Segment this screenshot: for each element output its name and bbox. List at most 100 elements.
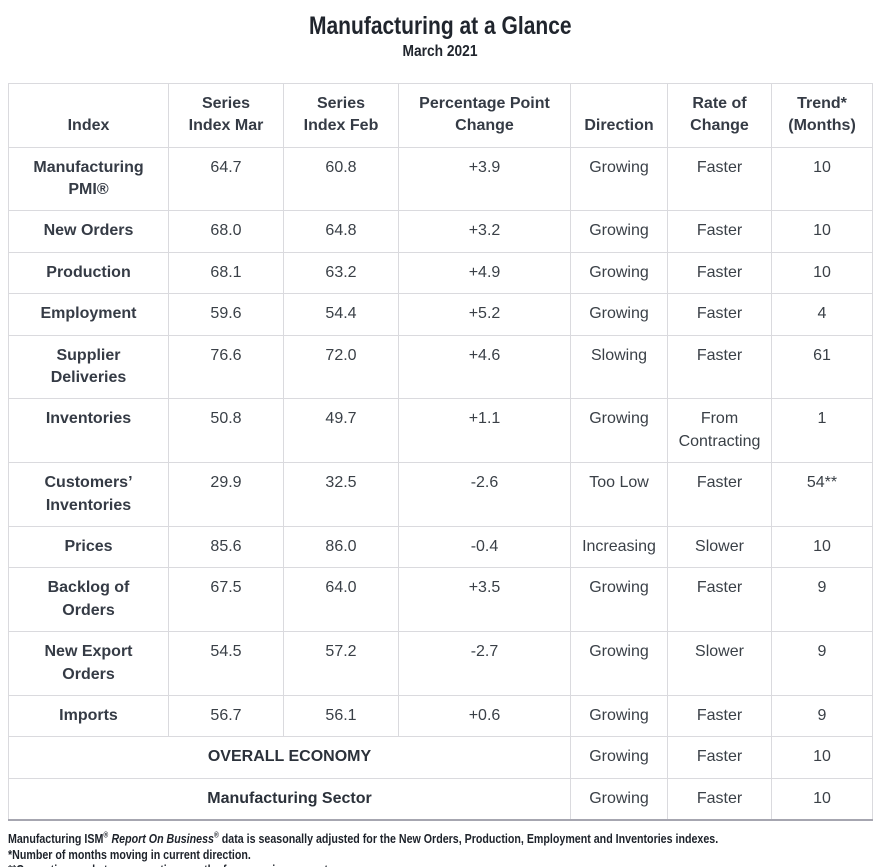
direction-value: Too Low: [570, 462, 668, 528]
percentage-point-change-value: +4.9: [398, 251, 571, 295]
table-row-backlog-of-orders: Backlog of Orders 67.5 64.0 +3.5 Growing…: [8, 567, 873, 633]
series-index-mar-value: 50.8: [168, 398, 284, 464]
table-row-new-export-orders: New Export Orders 54.5 57.2 -2.7 Growing…: [8, 631, 873, 697]
percentage-point-change-value: +3.9: [398, 146, 571, 212]
header-row: Index Series Index Mar Series Index Feb …: [8, 82, 873, 148]
registered-mark: ®: [213, 830, 219, 840]
footnote-correction: **Correction made to consecutive months …: [8, 862, 723, 867]
index-label: New Orders: [8, 210, 169, 253]
direction-value: Growing: [570, 398, 668, 464]
direction-value: Growing: [570, 777, 668, 821]
direction-value: Growing: [570, 293, 668, 336]
series-index-feb-value: 54.4: [283, 293, 399, 336]
percentage-point-change-value: +0.6: [398, 695, 571, 738]
rate-of-change-value: Faster: [667, 251, 772, 295]
rate-of-change-value: Faster: [667, 334, 772, 400]
report-on-business-title: Report On Business: [111, 831, 214, 847]
series-index-feb-value: 56.1: [283, 695, 399, 738]
direction-value: Growing: [570, 567, 668, 633]
percentage-point-change-value: -2.7: [398, 631, 571, 697]
series-index-mar-value: 68.1: [168, 251, 284, 295]
footnotes: Manufacturing ISM® Report On Business® da…: [8, 831, 723, 867]
series-index-feb-value: 60.8: [283, 146, 399, 212]
manufacturing-at-a-glance-table: Index Series Index Mar Series Index Feb …: [8, 82, 873, 822]
percentage-point-change-value: -0.4: [398, 526, 571, 569]
table-row-employment: Employment 59.6 54.4 +5.2 Growing Faster…: [8, 293, 873, 336]
series-index-feb-value: 86.0: [283, 526, 399, 569]
direction-value: Growing: [570, 631, 668, 697]
table-row-new-orders: New Orders 68.0 64.8 +3.2 Growing Faster…: [8, 210, 873, 253]
rate-of-change-value: Slower: [667, 631, 772, 697]
col-header-series-index-mar: Series Index Mar: [168, 82, 284, 148]
trend-value: 4: [771, 293, 873, 336]
percentage-point-change-value: +3.2: [398, 210, 571, 253]
trend-value: 10: [771, 526, 873, 569]
rate-of-change-value: Faster: [667, 736, 772, 779]
series-index-feb-value: 64.8: [283, 210, 399, 253]
table-row-manufacturing-sector: Manufacturing Sector Growing Faster 10: [8, 777, 873, 821]
col-header-direction: Direction: [570, 82, 668, 148]
trend-value: 10: [771, 146, 873, 212]
index-label: Backlog of Orders: [8, 567, 169, 633]
rate-of-change-value: Faster: [667, 210, 772, 253]
direction-value: Growing: [570, 251, 668, 295]
table-row-prices: Prices 85.6 86.0 -0.4 Increasing Slower …: [8, 526, 873, 569]
percentage-point-change-value: +1.1: [398, 398, 571, 464]
registered-mark: ®: [103, 830, 109, 840]
percentage-point-change-value: +5.2: [398, 293, 571, 336]
direction-value: Growing: [570, 695, 668, 738]
index-label: Prices: [8, 526, 169, 569]
trend-value: 9: [771, 567, 873, 633]
col-header-percentage-point-change: Percentage Point Change: [398, 82, 571, 148]
trend-value: 9: [771, 631, 873, 697]
direction-value: Growing: [570, 736, 668, 779]
series-index-feb-value: 72.0: [283, 334, 399, 400]
table-row-manufacturing-pmi: Manufacturing PMI® 64.7 60.8 +3.9 Growin…: [8, 146, 873, 212]
direction-value: Increasing: [570, 526, 668, 569]
rate-of-change-value: Faster: [667, 567, 772, 633]
col-header-trend-months: Trend* (Months): [771, 82, 873, 148]
series-index-mar-value: 54.5: [168, 631, 284, 697]
rate-of-change-value: Faster: [667, 777, 772, 821]
rate-of-change-value: Faster: [667, 293, 772, 336]
percentage-point-change-value: -2.6: [398, 462, 571, 528]
index-label: Customers’ Inventories: [8, 462, 169, 528]
trend-value: 61: [771, 334, 873, 400]
title-block: Manufacturing at a Glance March 2021: [0, 0, 880, 61]
page-title: Manufacturing at a Glance: [308, 12, 572, 40]
table-row-customers-inventories: Customers’ Inventories 29.9 32.5 -2.6 To…: [8, 462, 873, 528]
table-row-imports: Imports 56.7 56.1 +0.6 Growing Faster 9: [8, 695, 873, 738]
percentage-point-change-value: +4.6: [398, 334, 571, 400]
index-label: New Export Orders: [8, 631, 169, 697]
trend-value: 10: [771, 210, 873, 253]
series-index-mar-value: 29.9: [168, 462, 284, 528]
index-label: Imports: [8, 695, 169, 738]
rate-of-change-value: Faster: [667, 462, 772, 528]
footnote-seasonal-adjustment: Manufacturing ISM® Report On Business® da…: [8, 830, 719, 847]
col-header-rate-of-change: Rate of Change: [667, 82, 772, 148]
index-label: Employment: [8, 293, 169, 336]
index-label: Supplier Deliveries: [8, 334, 169, 400]
series-index-feb-value: 57.2: [283, 631, 399, 697]
series-index-mar-value: 56.7: [168, 695, 284, 738]
series-index-feb-value: 63.2: [283, 251, 399, 295]
table-row-inventories: Inventories 50.8 49.7 +1.1 Growing From …: [8, 398, 873, 464]
summary-label: OVERALL ECONOMY: [8, 736, 571, 779]
series-index-mar-value: 76.6: [168, 334, 284, 400]
direction-value: Growing: [570, 210, 668, 253]
series-index-feb-value: 49.7: [283, 398, 399, 464]
percentage-point-change-value: +3.5: [398, 567, 571, 633]
index-label: Manufacturing PMI®: [8, 146, 169, 212]
rate-of-change-value: Slower: [667, 526, 772, 569]
series-index-mar-value: 67.5: [168, 567, 284, 633]
summary-label: Manufacturing Sector: [8, 777, 571, 821]
direction-value: Growing: [570, 146, 668, 212]
series-index-mar-value: 59.6: [168, 293, 284, 336]
index-label: Production: [8, 251, 169, 295]
trend-value: 54**: [771, 462, 873, 528]
trend-value: 1: [771, 398, 873, 464]
rate-of-change-value: From Contracting: [667, 398, 772, 464]
trend-value: 10: [771, 777, 873, 821]
index-label: Inventories: [8, 398, 169, 464]
series-index-mar-value: 68.0: [168, 210, 284, 253]
